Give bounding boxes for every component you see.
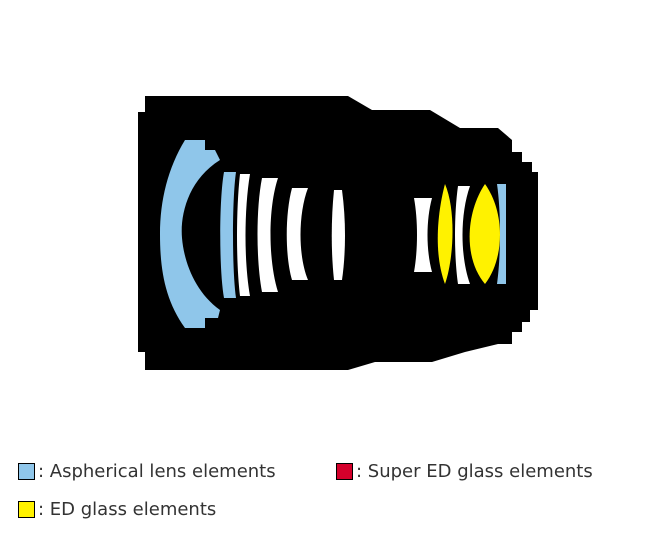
standard-element-5	[414, 198, 432, 272]
legend-item-aspherical: : Aspherical lens elements	[18, 460, 276, 482]
super-ed-color-swatch	[336, 462, 353, 480]
lens-cross-section-diagram	[138, 96, 538, 370]
aspherical-element-rear	[497, 184, 506, 284]
legend-label-super-ed: : Super ED glass elements	[356, 460, 593, 482]
aspherical-color-swatch	[18, 462, 35, 480]
ed-color-swatch	[18, 500, 35, 518]
ed-element-2	[469, 184, 500, 284]
legend-label-aspherical: : Aspherical lens elements	[38, 460, 276, 482]
aspherical-element-2	[220, 172, 236, 298]
legend-item-ed: : ED glass elements	[18, 498, 216, 520]
ed-element-1	[437, 184, 453, 284]
standard-element-2	[257, 178, 278, 292]
standard-element-4	[331, 190, 345, 280]
standard-element-6	[455, 186, 470, 284]
standard-element-3	[286, 188, 308, 280]
legend-item-super-ed: : Super ED glass elements	[336, 460, 593, 482]
legend-label-ed: : ED glass elements	[38, 498, 217, 520]
front-aspherical-element	[160, 140, 220, 328]
standard-element-1	[237, 174, 250, 296]
